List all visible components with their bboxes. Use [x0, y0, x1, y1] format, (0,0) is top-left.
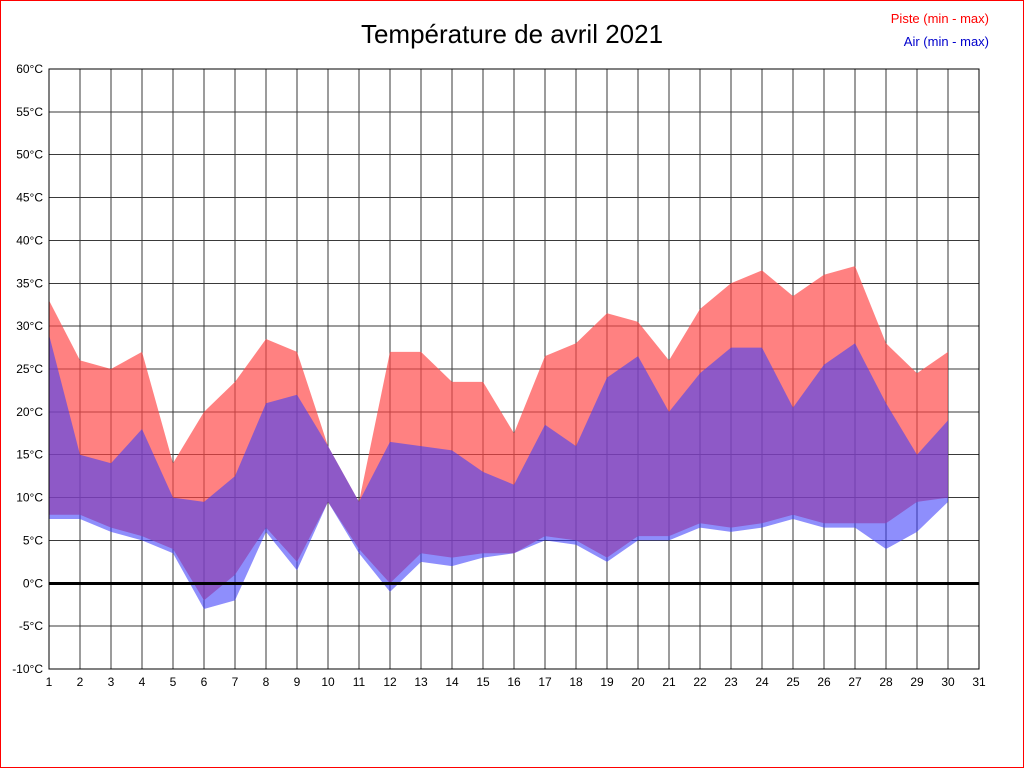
x-tick-label: 17	[538, 675, 552, 689]
y-tick-label: 50°C	[16, 148, 43, 162]
x-tick-label: 1	[46, 675, 53, 689]
x-tick-label: 12	[383, 675, 397, 689]
x-tick-label: 6	[201, 675, 208, 689]
y-tick-label: -10°C	[12, 662, 43, 676]
x-tick-label: 15	[476, 675, 490, 689]
y-tick-label: 5°C	[23, 533, 43, 547]
y-tick-label: 10°C	[16, 491, 43, 505]
x-tick-label: 19	[600, 675, 614, 689]
y-tick-label: 25°C	[16, 362, 43, 376]
x-tick-label: 14	[445, 675, 459, 689]
x-tick-label: 27	[848, 675, 862, 689]
x-tick-label: 30	[941, 675, 955, 689]
x-tick-label: 18	[569, 675, 583, 689]
y-tick-label: 35°C	[16, 276, 43, 290]
x-tick-label: 31	[972, 675, 986, 689]
y-axis-labels: 60°C 55°C 50°C 45°C 40°C 35°C 30°C 25°C 20°C 15°C…	[12, 62, 43, 676]
x-tick-label: 13	[414, 675, 428, 689]
x-tick-label: 2	[77, 675, 84, 689]
x-tick-label: 5	[170, 675, 177, 689]
x-tick-label: 4	[139, 675, 146, 689]
y-tick-label: 40°C	[16, 233, 43, 247]
x-tick-label: 21	[662, 675, 676, 689]
x-tick-label: 20	[631, 675, 645, 689]
legend-air: Air (min - max)	[903, 34, 989, 49]
legend-piste: Piste (min - max)	[890, 11, 989, 26]
air-minmax-band	[49, 334, 948, 609]
plot-border	[48, 68, 980, 670]
x-tick-label: 23	[724, 675, 738, 689]
x-tick-label: 8	[263, 675, 270, 689]
x-tick-label: 11	[353, 675, 366, 689]
y-tick-label: 20°C	[16, 405, 43, 419]
x-tick-label: 7	[232, 675, 239, 689]
chart-title: Température de avril 2021	[360, 19, 664, 49]
y-tick-label: 30°C	[16, 319, 43, 333]
x-tick-label: 26	[817, 675, 831, 689]
x-tick-label: 28	[879, 675, 893, 689]
x-tick-label: 24	[755, 675, 769, 689]
x-tick-label: 29	[910, 675, 924, 689]
y-tick-label: 45°C	[16, 191, 43, 205]
x-tick-label: 9	[294, 675, 301, 689]
y-tick-label: 60°C	[16, 62, 43, 76]
legend: Piste (min - max) Air (min - max)	[891, 7, 989, 53]
y-tick-label: 15°C	[16, 448, 43, 462]
x-tick-label: 10	[321, 675, 335, 689]
y-tick-label: 0°C	[23, 576, 43, 590]
x-tick-label: 25	[786, 675, 800, 689]
x-tick-label: 16	[507, 675, 521, 689]
x-tick-label: 3	[108, 675, 115, 689]
x-axis-labels: 1 2 3 4 5 6 7 8 9 10 11 12 13 14 15 16 17 18 19 20 21 22 23 24 2…	[46, 675, 986, 689]
x-tick-label: 22	[693, 675, 707, 689]
y-tick-label: -5°C	[19, 619, 43, 633]
y-tick-label: 55°C	[16, 105, 43, 119]
